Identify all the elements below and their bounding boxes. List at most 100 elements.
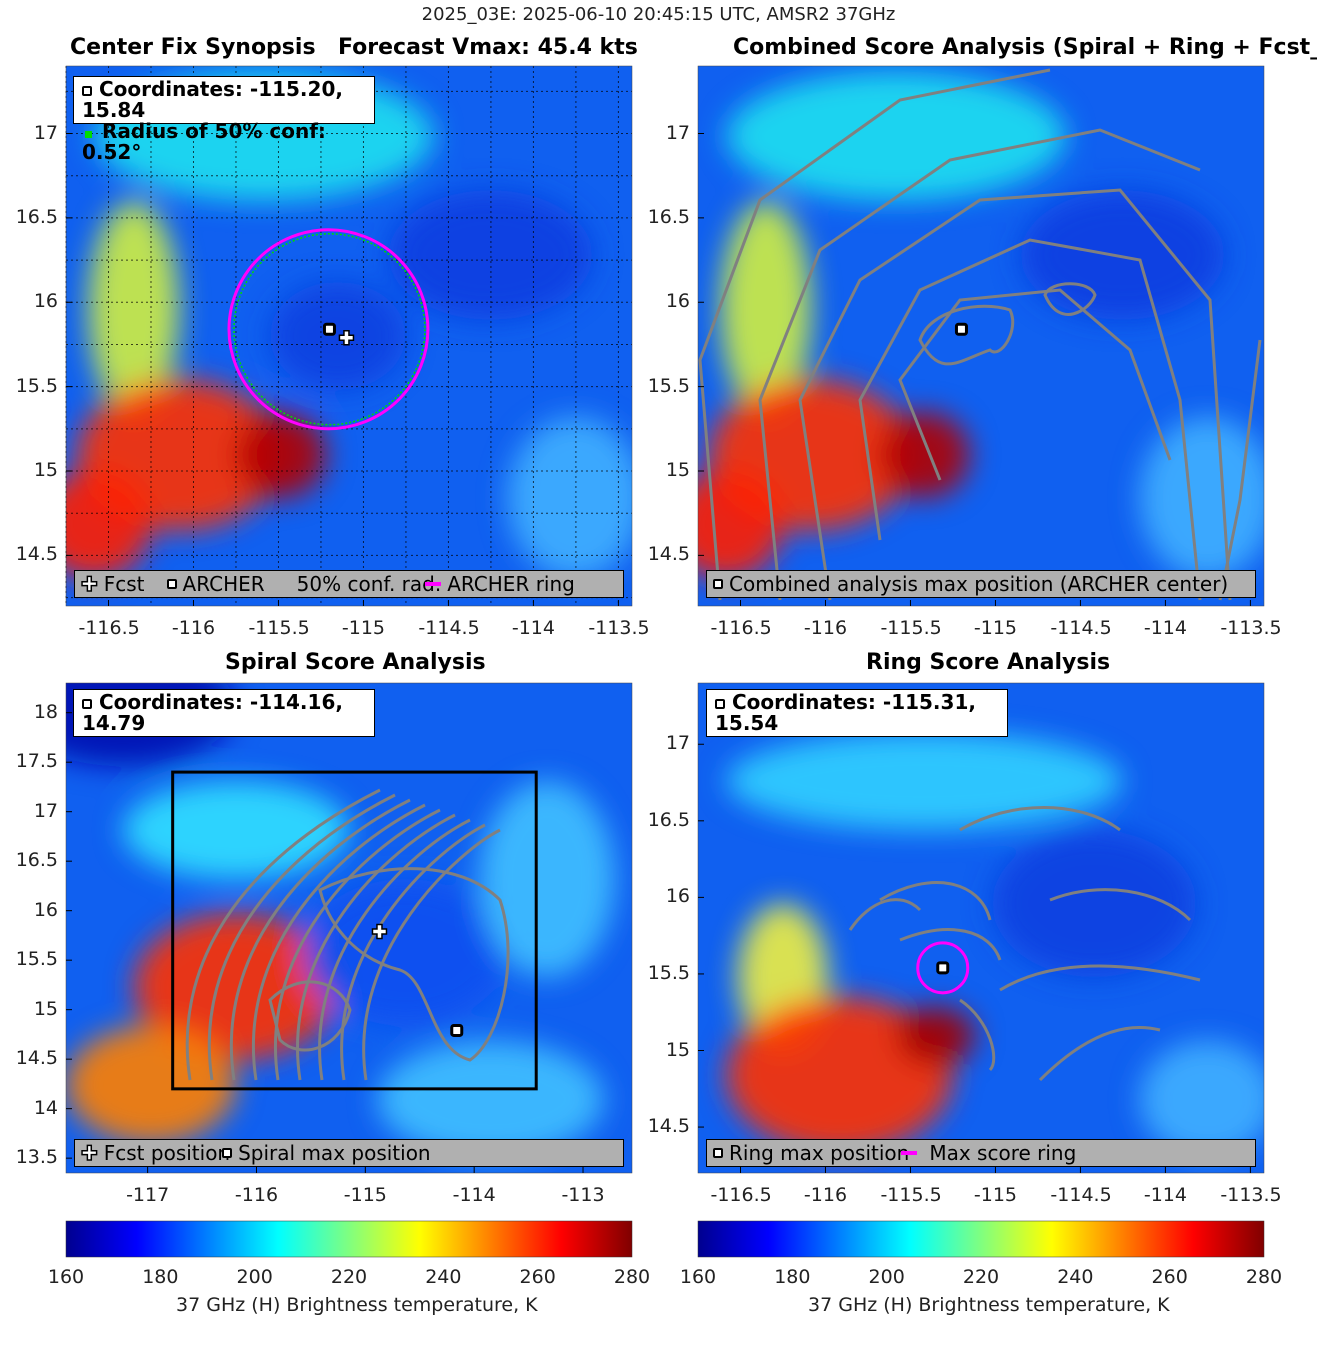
panel3-legend: ✚ Fcst position Spiral max position (74, 1139, 624, 1167)
x-tick-label: -113.5 (1220, 1184, 1282, 1206)
x-tick-label: -116 (803, 1184, 848, 1206)
contour-line (798, 188, 1232, 601)
y-tick-label: 16 (665, 885, 690, 908)
y-tick-label: 15.5 (647, 961, 690, 984)
colorbar-tick-label: 280 (1245, 1266, 1283, 1288)
contour-line (918, 304, 1015, 366)
y-tick-label: 17 (33, 799, 58, 822)
y-tick-label: 15 (665, 459, 690, 481)
y-tick-label: 16.5 (15, 205, 58, 228)
y-tick-label: 17 (665, 732, 690, 755)
legend-max: Combined analysis max position (ARCHER c… (729, 572, 1229, 596)
contour-line (858, 238, 1202, 601)
colorbar (697, 1220, 1265, 1258)
x-tick-label: -117 (126, 1184, 170, 1206)
y-tick-label: 14.5 (647, 543, 690, 566)
colorbar-tick-label: 180 (774, 1266, 811, 1288)
panel4-legend: Ring max position Max score ring (706, 1139, 1256, 1167)
fcst-marker (338, 329, 355, 346)
colorbar-label-left: 37 GHz (H) Brightness temperature, K (176, 1294, 538, 1316)
legend-max: Spiral max position (238, 1141, 431, 1165)
x-tick-label: -115.5 (880, 617, 942, 639)
y-tick-label: 15 (33, 997, 58, 1020)
axes-frame (697, 65, 1265, 607)
heatmap-panel-2 (698, 66, 1264, 606)
legend-ring: ARCHER ring (447, 572, 575, 596)
x-tick-label: -114.5 (1050, 1184, 1112, 1206)
x-tick-label: -114.5 (418, 617, 480, 639)
search-box (171, 770, 538, 1091)
x-tick-label: -115.5 (880, 1184, 942, 1206)
panel3-coordinates: Coordinates: -114.16, 14.79 (82, 690, 343, 735)
max-marker-icon (715, 699, 725, 709)
x-tick-label: -113 (561, 1184, 605, 1206)
colorbar-tick-label: 220 (330, 1266, 368, 1288)
fcst-plus-icon: ✚ (80, 1140, 98, 1166)
max-marker-icon (713, 1148, 723, 1158)
contour-line (362, 828, 501, 1081)
legend-fcst: Fcst (103, 572, 145, 596)
panel1-vmax: Forecast Vmax: 45.4 kts (338, 35, 638, 60)
panel1-title: Center Fix Synopsis (70, 35, 316, 60)
x-tick-label: -114.5 (1050, 617, 1112, 639)
contour-line (1043, 282, 1097, 316)
y-tick-label: 16 (665, 290, 690, 313)
y-tick-label: 15 (33, 459, 58, 481)
x-tick-label: -114 (452, 1184, 496, 1206)
y-tick-label: 13.5 (15, 1146, 58, 1169)
panel1-coordinates: Coordinates: -115.20, 15.84 (82, 77, 343, 122)
y-tick-label: 16 (33, 290, 58, 313)
panel4-info-box: Coordinates: -115.31, 15.54 (706, 689, 1008, 737)
colorbar-tick-label: 280 (613, 1266, 651, 1288)
colorbar-tick-label: 260 (1151, 1266, 1188, 1288)
legend-ring: Max score ring (929, 1141, 1077, 1165)
max-marker-icon (713, 579, 723, 589)
x-tick-label: -116 (171, 617, 216, 639)
axes-frame (697, 682, 1265, 1174)
contour-line (340, 823, 486, 1081)
y-tick-label: 15.5 (15, 374, 58, 397)
x-tick-label: -115 (973, 617, 1017, 639)
panel3-info-box: Coordinates: -114.16, 14.79 (73, 689, 375, 737)
x-tick-label: -116.5 (710, 1184, 772, 1206)
ring-max-marker (936, 961, 950, 975)
contour-line (698, 68, 1051, 601)
axes-frame (65, 682, 633, 1174)
y-tick-label: 14.5 (15, 1047, 58, 1070)
contour-line (848, 806, 1201, 1082)
spiral-max-marker (450, 1023, 464, 1037)
y-tick-label: 16 (33, 898, 58, 921)
colorbar-tick-label: 220 (962, 1266, 1000, 1288)
x-tick-label: -116.5 (78, 617, 140, 639)
archer-marker-icon (82, 86, 92, 96)
heatmap-panel-4 (698, 683, 1264, 1173)
colorbar-tick-label: 260 (519, 1266, 556, 1288)
x-tick-label: -113.5 (1220, 617, 1282, 639)
y-tick-label: 14.5 (15, 543, 58, 566)
x-tick-label: -116 (234, 1184, 279, 1206)
colorbar-tick-label: 200 (868, 1266, 905, 1288)
ring-line-icon (425, 582, 442, 586)
legend-max: Ring max position (729, 1141, 910, 1165)
colorbar-tick-label: 160 (47, 1266, 85, 1288)
contour-line (318, 867, 510, 1062)
panel4-coordinates: Coordinates: -115.31, 15.54 (715, 690, 976, 735)
colorbar-tick-label: 160 (679, 1266, 717, 1288)
x-tick-label: -114 (1143, 617, 1187, 639)
conf-radius-circle (233, 233, 426, 426)
archer-center-marker (322, 322, 336, 336)
colorbar (65, 1220, 633, 1258)
panel2-legend: Combined analysis max position (ARCHER c… (706, 570, 1256, 598)
x-tick-label: -116 (803, 617, 848, 639)
contour-line (268, 980, 352, 1052)
panel4-title: Ring Score Analysis (866, 650, 1111, 675)
max-marker-icon (222, 1148, 233, 1158)
combined-max-marker (954, 322, 968, 336)
colorbar-label-right: 37 GHz (H) Brightness temperature, K (808, 1294, 1170, 1316)
y-tick-label: 17 (33, 121, 58, 144)
y-tick-label: 15.5 (647, 374, 690, 397)
y-tick-label: 17.5 (15, 750, 58, 773)
y-tick-label: 15.5 (15, 948, 58, 971)
x-tick-label: -115 (341, 617, 385, 639)
